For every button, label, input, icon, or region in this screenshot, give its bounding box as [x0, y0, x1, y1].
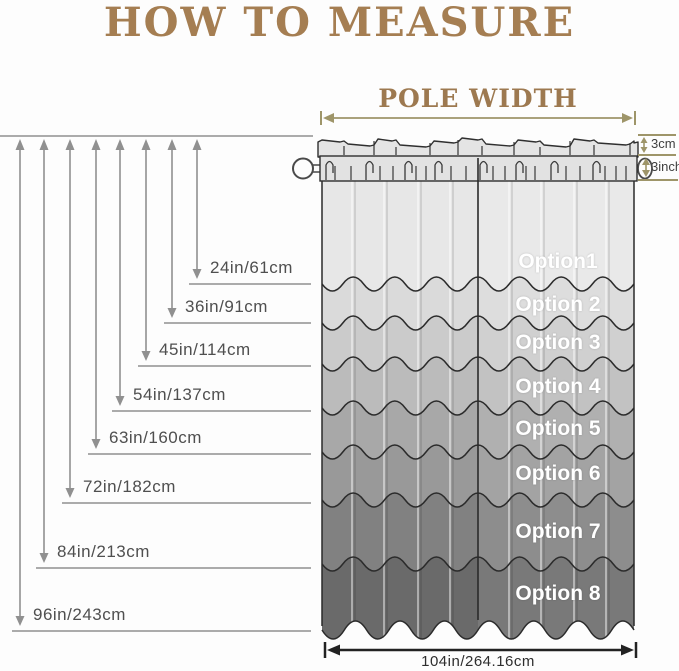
curtain-option-label: Option 5	[515, 417, 601, 440]
curtain-option-label: Option 6	[515, 462, 601, 485]
bottom-width-label: 104in/264.16cm	[421, 653, 535, 670]
length-label: 24in/61cm	[210, 258, 293, 277]
pole-width-label: POLE WIDTH	[378, 84, 578, 113]
length-label: 36in/91cm	[185, 297, 268, 316]
length-label: 72in/182cm	[83, 477, 176, 496]
length-label: 54in/137cm	[133, 385, 226, 404]
length-label: 96in/243cm	[33, 605, 126, 624]
curtain-option-label: Option 4	[515, 375, 601, 398]
curtain-option-label: Option 2	[515, 293, 601, 316]
curtain-option-label: Option 8	[515, 582, 601, 605]
pole-width-arrow	[320, 111, 636, 125]
page-title: HOW TO MEASURE	[103, 0, 576, 46]
length-label: 45in/114cm	[159, 340, 251, 359]
length-measure-arrows	[0, 135, 313, 632]
bottom-width-arrow	[323, 642, 638, 658]
length-label: 63in/160cm	[109, 428, 202, 447]
curtain-option-label: Option 7	[515, 520, 601, 543]
curtain-rod-finial-left	[292, 157, 324, 180]
curtain-option-label: Option1	[518, 250, 598, 273]
curtain-fold-lines	[351, 181, 610, 639]
curtain-option-label: Option 3	[515, 331, 601, 354]
rod-pocket-label: 3inch	[651, 159, 679, 174]
header-height-annotations	[638, 134, 678, 181]
length-label: 84in/213cm	[57, 542, 150, 561]
ruffle-height-label: 3cm	[651, 136, 676, 151]
curtain-illustration	[292, 137, 653, 640]
